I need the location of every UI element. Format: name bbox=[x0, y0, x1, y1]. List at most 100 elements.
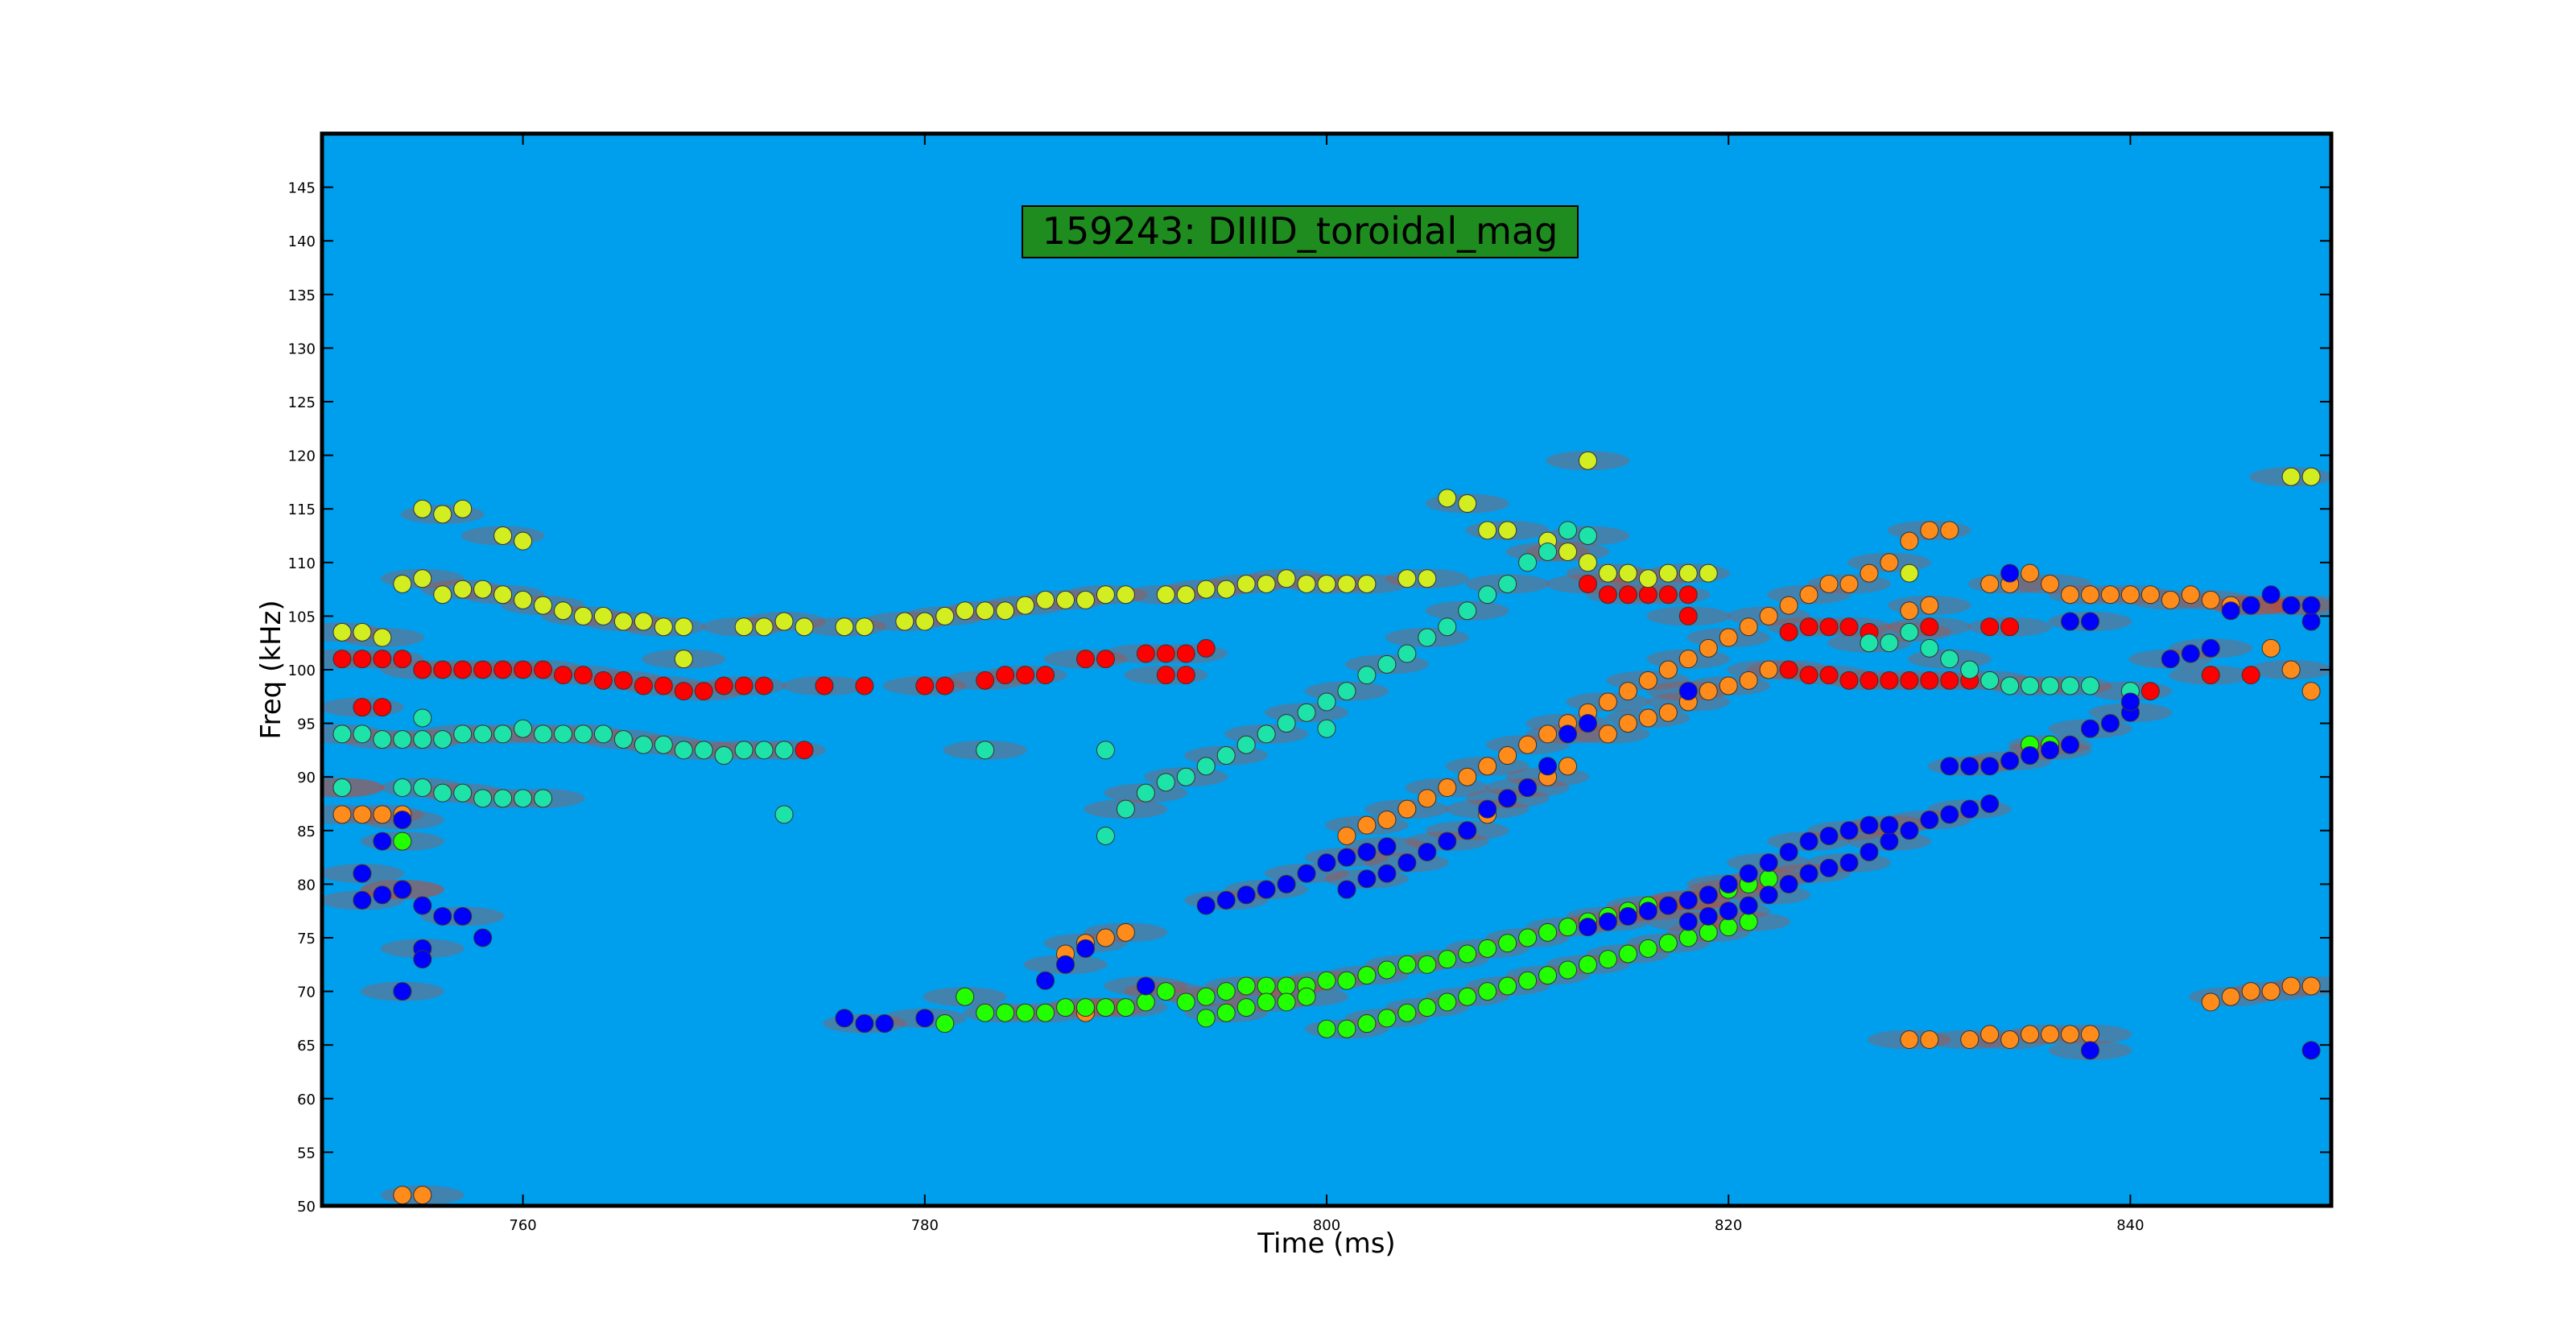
data-point bbox=[1839, 574, 1859, 593]
data-point bbox=[1357, 666, 1377, 685]
data-point bbox=[2021, 746, 2040, 766]
data-point bbox=[1277, 874, 1296, 893]
y-tick-label: 95 bbox=[297, 716, 316, 733]
data-point bbox=[373, 698, 392, 717]
data-point bbox=[2061, 735, 2080, 754]
data-point bbox=[353, 650, 372, 669]
data-point bbox=[493, 660, 513, 679]
data-point bbox=[2201, 590, 2220, 609]
data-point bbox=[1900, 531, 1919, 551]
data-point bbox=[1016, 596, 1035, 615]
data-point bbox=[613, 730, 633, 749]
data-point bbox=[2021, 563, 2040, 583]
data-point bbox=[1176, 644, 1195, 663]
y-tick-label: 85 bbox=[297, 823, 316, 840]
x-tick-label: 800 bbox=[1313, 1217, 1340, 1234]
data-point bbox=[1297, 987, 1316, 1006]
data-point bbox=[2301, 976, 2321, 996]
data-point bbox=[855, 1014, 874, 1034]
data-point bbox=[373, 885, 392, 905]
data-point bbox=[1799, 864, 1818, 883]
data-point bbox=[2161, 590, 2180, 609]
data-point bbox=[674, 650, 693, 669]
x-tick-label: 840 bbox=[2116, 1217, 2144, 1234]
data-point bbox=[1538, 542, 1558, 561]
data-point bbox=[1900, 671, 1919, 690]
data-point bbox=[1136, 644, 1155, 663]
data-point bbox=[1880, 633, 1899, 653]
data-point bbox=[1357, 574, 1377, 593]
data-point bbox=[1337, 682, 1356, 701]
plot-area bbox=[320, 131, 2334, 1208]
data-point bbox=[1558, 542, 1578, 561]
data-point bbox=[2080, 612, 2099, 631]
data-point bbox=[573, 666, 592, 685]
data-point bbox=[2241, 596, 2260, 615]
data-point bbox=[1578, 955, 1597, 974]
data-point bbox=[795, 741, 814, 760]
data-point bbox=[2100, 585, 2120, 605]
data-point bbox=[2000, 563, 2020, 583]
data-point bbox=[593, 671, 613, 690]
data-point bbox=[1678, 912, 1698, 931]
data-point bbox=[1558, 960, 1578, 980]
data-point bbox=[1920, 521, 1939, 540]
x-tick-label: 780 bbox=[911, 1217, 939, 1234]
data-point bbox=[774, 741, 794, 760]
data-point bbox=[2201, 993, 2220, 1012]
data-point bbox=[493, 789, 513, 808]
data-point bbox=[1699, 563, 1718, 583]
data-point bbox=[1478, 982, 1497, 1001]
data-point bbox=[2281, 467, 2301, 486]
data-point bbox=[453, 499, 473, 518]
data-point bbox=[1598, 563, 1617, 583]
data-point bbox=[1337, 971, 1356, 990]
data-point bbox=[1036, 590, 1055, 609]
data-point bbox=[1438, 950, 1457, 969]
data-point bbox=[2221, 987, 2240, 1006]
data-point bbox=[1357, 869, 1377, 889]
data-point bbox=[1458, 987, 1477, 1006]
data-point bbox=[433, 585, 452, 605]
data-point bbox=[1498, 934, 1517, 953]
data-point bbox=[433, 505, 452, 524]
data-point bbox=[332, 622, 352, 642]
data-point bbox=[1116, 799, 1135, 819]
data-point bbox=[634, 612, 653, 631]
series-5 bbox=[353, 563, 2321, 1060]
data-point bbox=[815, 676, 834, 695]
data-point bbox=[514, 590, 533, 609]
data-point bbox=[2181, 585, 2200, 605]
data-point bbox=[1618, 682, 1637, 701]
data-point bbox=[1156, 585, 1175, 605]
data-point bbox=[1297, 864, 1316, 883]
data-point bbox=[1236, 885, 1256, 905]
data-point bbox=[976, 1003, 995, 1022]
data-point bbox=[694, 741, 713, 760]
data-point bbox=[1960, 799, 1979, 819]
data-point bbox=[2261, 585, 2281, 605]
data-point bbox=[1678, 890, 1698, 910]
data-point bbox=[1699, 682, 1718, 701]
data-point bbox=[1940, 805, 1959, 824]
data-point bbox=[855, 617, 874, 637]
data-point bbox=[1156, 666, 1175, 685]
data-point bbox=[1819, 574, 1839, 593]
data-point bbox=[1538, 966, 1558, 985]
data-point bbox=[1658, 563, 1678, 583]
data-point bbox=[1699, 638, 1718, 658]
data-point bbox=[1779, 842, 1798, 861]
data-point bbox=[714, 676, 733, 695]
data-point bbox=[332, 778, 352, 798]
data-point bbox=[1618, 585, 1637, 605]
data-point bbox=[1016, 666, 1035, 685]
data-point bbox=[1257, 993, 1276, 1012]
data-point bbox=[1678, 606, 1698, 625]
y-tick-label: 135 bbox=[288, 287, 316, 304]
data-point bbox=[1156, 773, 1175, 792]
data-point bbox=[1518, 928, 1538, 947]
data-point bbox=[2281, 976, 2301, 996]
data-point bbox=[1759, 869, 1778, 889]
data-point bbox=[1538, 757, 1558, 776]
data-point bbox=[1478, 799, 1497, 819]
